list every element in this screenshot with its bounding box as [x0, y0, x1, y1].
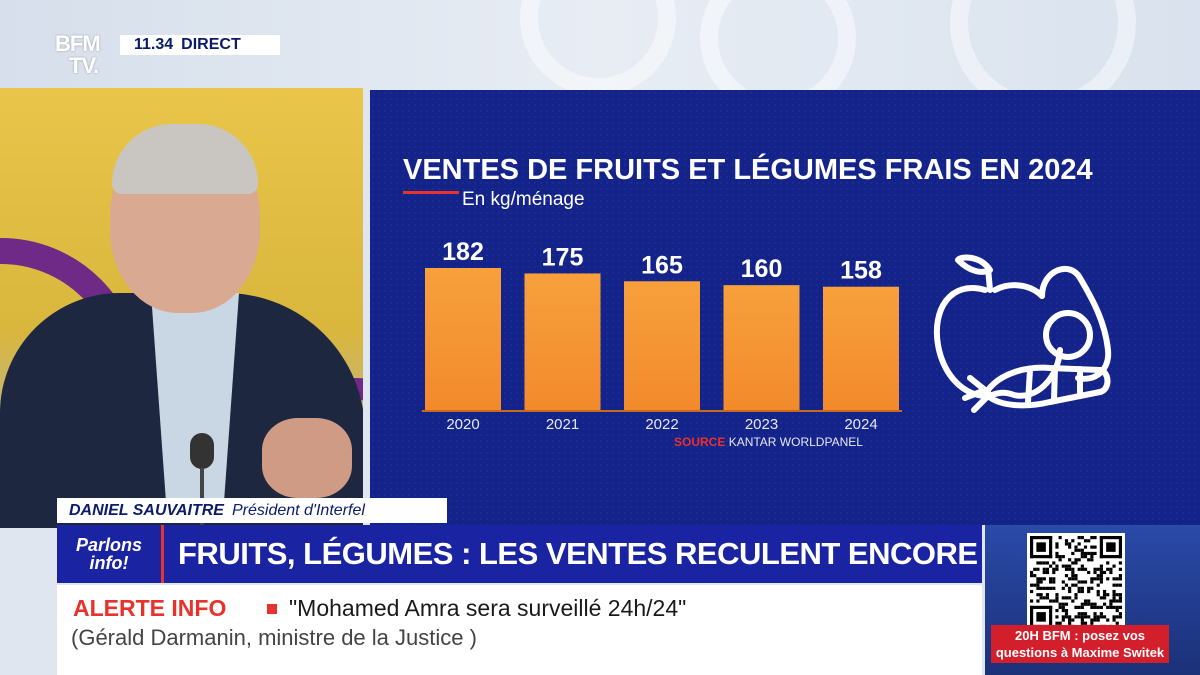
x-tick-2020: 2020 [446, 416, 479, 433]
data-label-2020: 182 [442, 238, 484, 266]
logo-text-1: BFM [55, 31, 101, 56]
bar-chart: 182 2020 175 2021 165 2022 160 2023 158 2024 [422, 238, 902, 433]
fruit-vegetable-icon [933, 254, 1112, 413]
x-tick-2023: 2023 [745, 416, 778, 433]
speaker-hand [262, 418, 352, 498]
headline-text: FRUITS, LÉGUMES : LES VENTES RECULENT EN… [178, 536, 978, 571]
bar-2021 [524, 273, 601, 410]
data-label-2021: 175 [542, 243, 584, 271]
live-label: DIRECT [181, 36, 241, 53]
chart-panel: VENTES DE FRUITS ET LÉGUMES FRAIS EN 202… [370, 90, 1200, 525]
bar-2023 [723, 285, 800, 410]
alert-bullet-icon [267, 604, 277, 614]
microphone-icon [190, 433, 214, 469]
clock-box: 11.34 DIRECT [120, 35, 280, 55]
chart-subtitle: En kg/ménage [462, 189, 585, 210]
bar-2020 [425, 268, 501, 410]
speaker-name: DANIEL SAUVAITRE [69, 501, 224, 519]
alert-ticker: ALERTE INFO "Mohamed Amra sera surveillé… [57, 585, 982, 675]
data-label-2023: 160 [741, 255, 783, 283]
show-tag-line1: Parlons [75, 535, 143, 555]
promo-text: 20H BFM : posez vos questions à Maxime S… [991, 625, 1169, 663]
clock-time: 11.34 [134, 36, 174, 53]
x-tick-2021: 2021 [546, 416, 579, 433]
speaker-role: Président d'Interfel [231, 501, 365, 519]
alert-label: ALERTE INFO [73, 595, 227, 621]
bfmtv-logo: BFM TV. [55, 33, 117, 85]
speaker-name-bar: DANIEL SAUVAITRE Président d'Interfel [57, 498, 447, 523]
promo-panel: 20H BFM : posez vos questions à Maxime S… [985, 525, 1200, 675]
show-tag: Parlons info! [57, 525, 164, 583]
headline-bar: Parlons info! FRUITS, LÉGUMES : LES VENT… [57, 525, 982, 583]
show-tag-line2: info! [89, 553, 129, 573]
source-text: KANTAR WORLDPANEL [728, 435, 863, 449]
speaker-hair [112, 124, 258, 194]
speaker-video [0, 88, 363, 528]
alert-source: (Gérald Darmanin, ministre de la Justice… [71, 625, 477, 650]
speaker-shirt [151, 293, 239, 523]
x-tick-2022: 2022 [645, 416, 678, 433]
alert-quote: "Mohamed Amra sera surveillé 24h/24" [289, 595, 687, 621]
bar-2022 [624, 281, 700, 410]
x-tick-2024: 2024 [844, 416, 877, 433]
logo-text-2: TV. [69, 53, 99, 78]
data-label-2022: 165 [641, 251, 683, 279]
data-label-2024: 158 [840, 257, 882, 285]
bar-2024 [823, 286, 899, 410]
title-accent-line [403, 191, 459, 194]
chart-source: SOURCE KANTAR WORLDPANEL [674, 435, 863, 449]
chart-title: VENTES DE FRUITS ET LÉGUMES FRAIS EN 202… [403, 154, 1093, 186]
qr-code-icon[interactable] [1027, 533, 1125, 631]
source-label: SOURCE [674, 435, 726, 449]
